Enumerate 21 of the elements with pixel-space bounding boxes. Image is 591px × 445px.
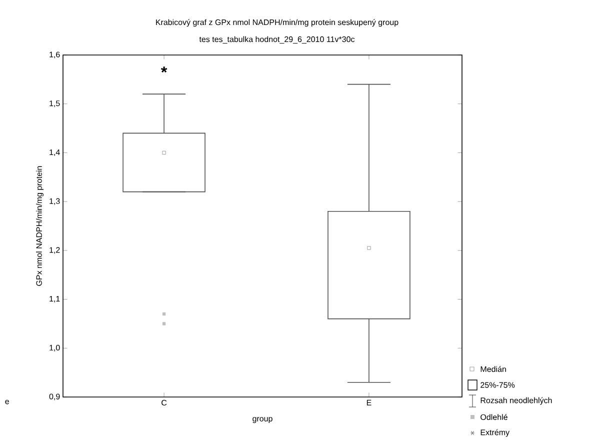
y-tick-label: 1,1 [50,296,60,303]
x-axis-title: group [252,417,272,424]
text: Medián [480,366,506,372]
y-tick-label: 1,4 [50,149,60,156]
y-tick-label: 1,2 [50,247,60,254]
text: e [5,400,9,404]
y-tick-label: 1,3 [50,198,60,205]
annotation: * [160,66,168,73]
text: Extrémy [480,429,510,437]
text: 25%-75% [480,382,515,388]
y-axis-title: GPx nmol NADPH/min/mg protein [36,166,44,286]
chart-subtitle: tes tes_tabulka hodnot_29_6_2010 11v*30c [199,36,355,44]
y-tick-label: 1,6 [50,52,60,58]
y-tick-label: 0,9 [49,394,60,400]
y-tick-label: 1,5 [50,100,60,108]
text: Rozsah neodlehlých [480,397,552,405]
text: Odlehlé [480,414,508,420]
x-tick-label: C [162,400,167,406]
chart-title: Krabicový graf z GPx nmol NADPH/min/mg protein seskupený group [156,19,398,27]
y-tick-label: 1,0 [50,344,60,352]
x-tick-label: E [366,400,372,406]
